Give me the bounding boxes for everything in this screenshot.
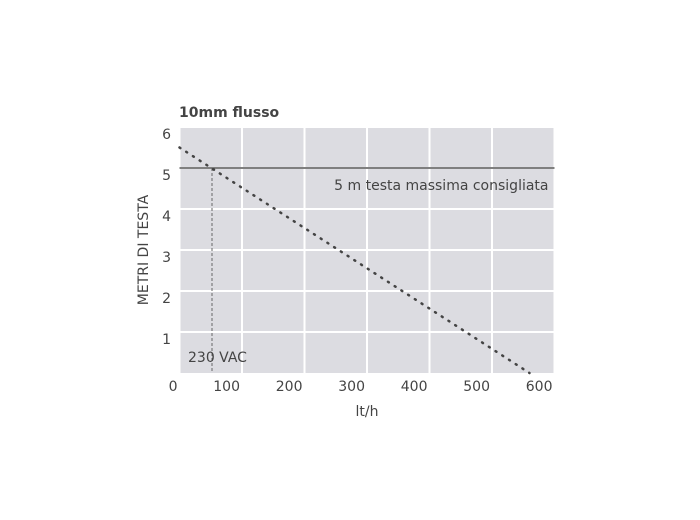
- y-tick-label: 6: [162, 127, 171, 143]
- x-tick-label: 400: [401, 379, 428, 395]
- y-tick-label: 3: [162, 250, 171, 266]
- x-axis-label: lt/h: [356, 404, 379, 420]
- x-tick-label: 600: [526, 379, 553, 395]
- x-tick-label: 100: [213, 379, 240, 395]
- y-tick-label: 4: [162, 209, 171, 225]
- y-tick-label: 5: [162, 168, 171, 184]
- chart-title: 10mm flusso: [179, 105, 280, 121]
- y-axis-label: METRI DI TESTA: [136, 194, 152, 305]
- limit-label: 5 m testa massima consigliata: [334, 178, 548, 194]
- x-tick-label: 0: [169, 379, 178, 395]
- y-tick-label: 2: [162, 291, 171, 307]
- marker-label: 230 VAC: [188, 350, 247, 366]
- x-tick-label: 300: [338, 379, 365, 395]
- x-tick-label: 200: [276, 379, 303, 395]
- y-tick-label: 1: [162, 332, 171, 348]
- x-tick-label: 500: [463, 379, 490, 395]
- curve: [178, 146, 531, 375]
